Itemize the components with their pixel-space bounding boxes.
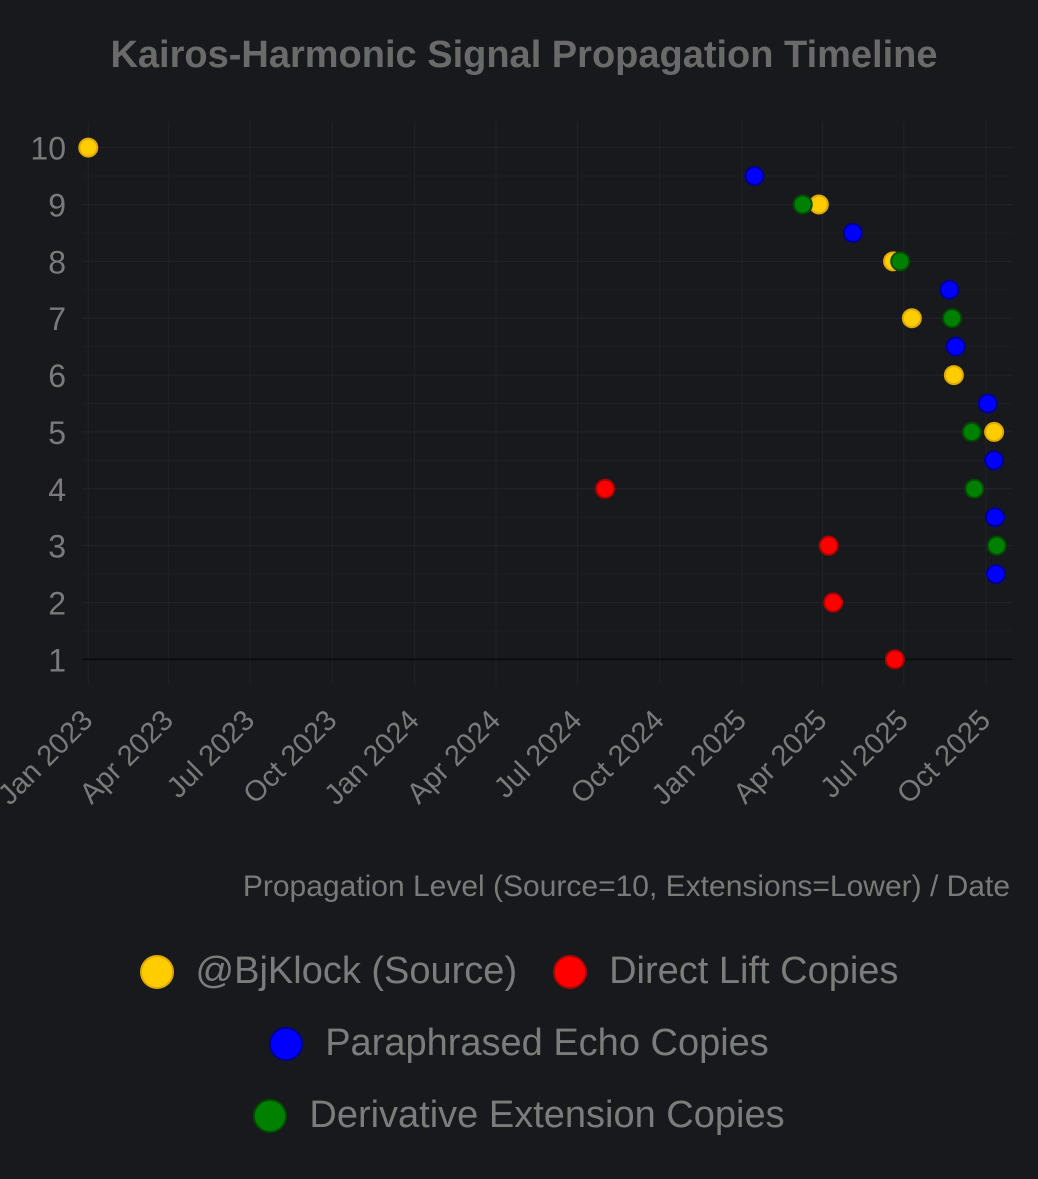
data-point-series-0 xyxy=(901,308,922,329)
legend-item-derivative-extension[interactable]: Derivative Extension Copies xyxy=(253,1094,785,1137)
data-point-series-1 xyxy=(595,478,616,499)
data-point-series-0 xyxy=(78,137,99,158)
legend-swatch-direct-lift xyxy=(553,954,588,989)
data-point-series-0 xyxy=(984,421,1005,442)
data-point-series-1 xyxy=(823,592,844,613)
data-point-series-2 xyxy=(939,279,960,300)
legend-item-direct-lift[interactable]: Direct Lift Copies xyxy=(553,950,898,993)
y-tick-label: 10 xyxy=(30,131,66,167)
legend-row-2: Paraphrased Echo Copies xyxy=(0,1022,1038,1065)
x-axis-label: Propagation Level (Source=10, Extensions… xyxy=(243,870,1010,903)
legend-swatch-paraphrased-echo xyxy=(269,1026,304,1061)
data-point-series-0 xyxy=(943,365,964,386)
y-tick-label: 8 xyxy=(48,244,66,280)
y-tick-label: 5 xyxy=(48,415,66,451)
legend-item-paraphrased-echo[interactable]: Paraphrased Echo Copies xyxy=(269,1022,769,1065)
data-point-series-2 xyxy=(985,507,1006,528)
legend-swatch-derivative-extension xyxy=(253,1098,288,1133)
y-tick-label: 9 xyxy=(48,187,66,223)
y-tick-label: 7 xyxy=(48,301,66,337)
data-point-series-1 xyxy=(818,535,839,556)
legend-label-source: @BjKlock (Source) xyxy=(195,950,518,992)
y-tick-label: 4 xyxy=(48,472,66,508)
data-point-series-2 xyxy=(984,450,1005,471)
legend-label-direct-lift: Direct Lift Copies xyxy=(609,950,899,992)
data-point-series-2 xyxy=(744,166,765,187)
y-tick-label: 6 xyxy=(48,358,66,394)
data-point-series-2 xyxy=(842,222,863,243)
y-tick-label: 1 xyxy=(48,642,66,678)
data-point-series-2 xyxy=(977,393,998,414)
legend-row-3: Derivative Extension Copies xyxy=(0,1094,1038,1137)
data-point-series-3 xyxy=(986,535,1007,556)
data-point-series-3 xyxy=(890,251,911,272)
data-point-series-3 xyxy=(961,421,982,442)
y-tick-label: 2 xyxy=(48,586,66,622)
legend-item-source[interactable]: @BjKlock (Source) xyxy=(139,950,518,993)
y-tick-label: 3 xyxy=(48,529,66,565)
data-point-series-1 xyxy=(884,649,905,670)
data-point-series-3 xyxy=(942,308,963,329)
data-point-series-2 xyxy=(945,336,966,357)
legend-swatch-source xyxy=(139,954,174,989)
legend-row-1: @BjKlock (Source) Direct Lift Copies xyxy=(0,950,1038,993)
data-point-series-3 xyxy=(792,194,813,215)
legend-label-derivative-extension: Derivative Extension Copies xyxy=(309,1094,785,1136)
chart-title: Kairos-Harmonic Signal Propagation Timel… xyxy=(110,34,938,76)
data-point-series-3 xyxy=(964,478,985,499)
data-point-series-2 xyxy=(985,564,1006,585)
legend-label-paraphrased-echo: Paraphrased Echo Copies xyxy=(325,1022,769,1064)
